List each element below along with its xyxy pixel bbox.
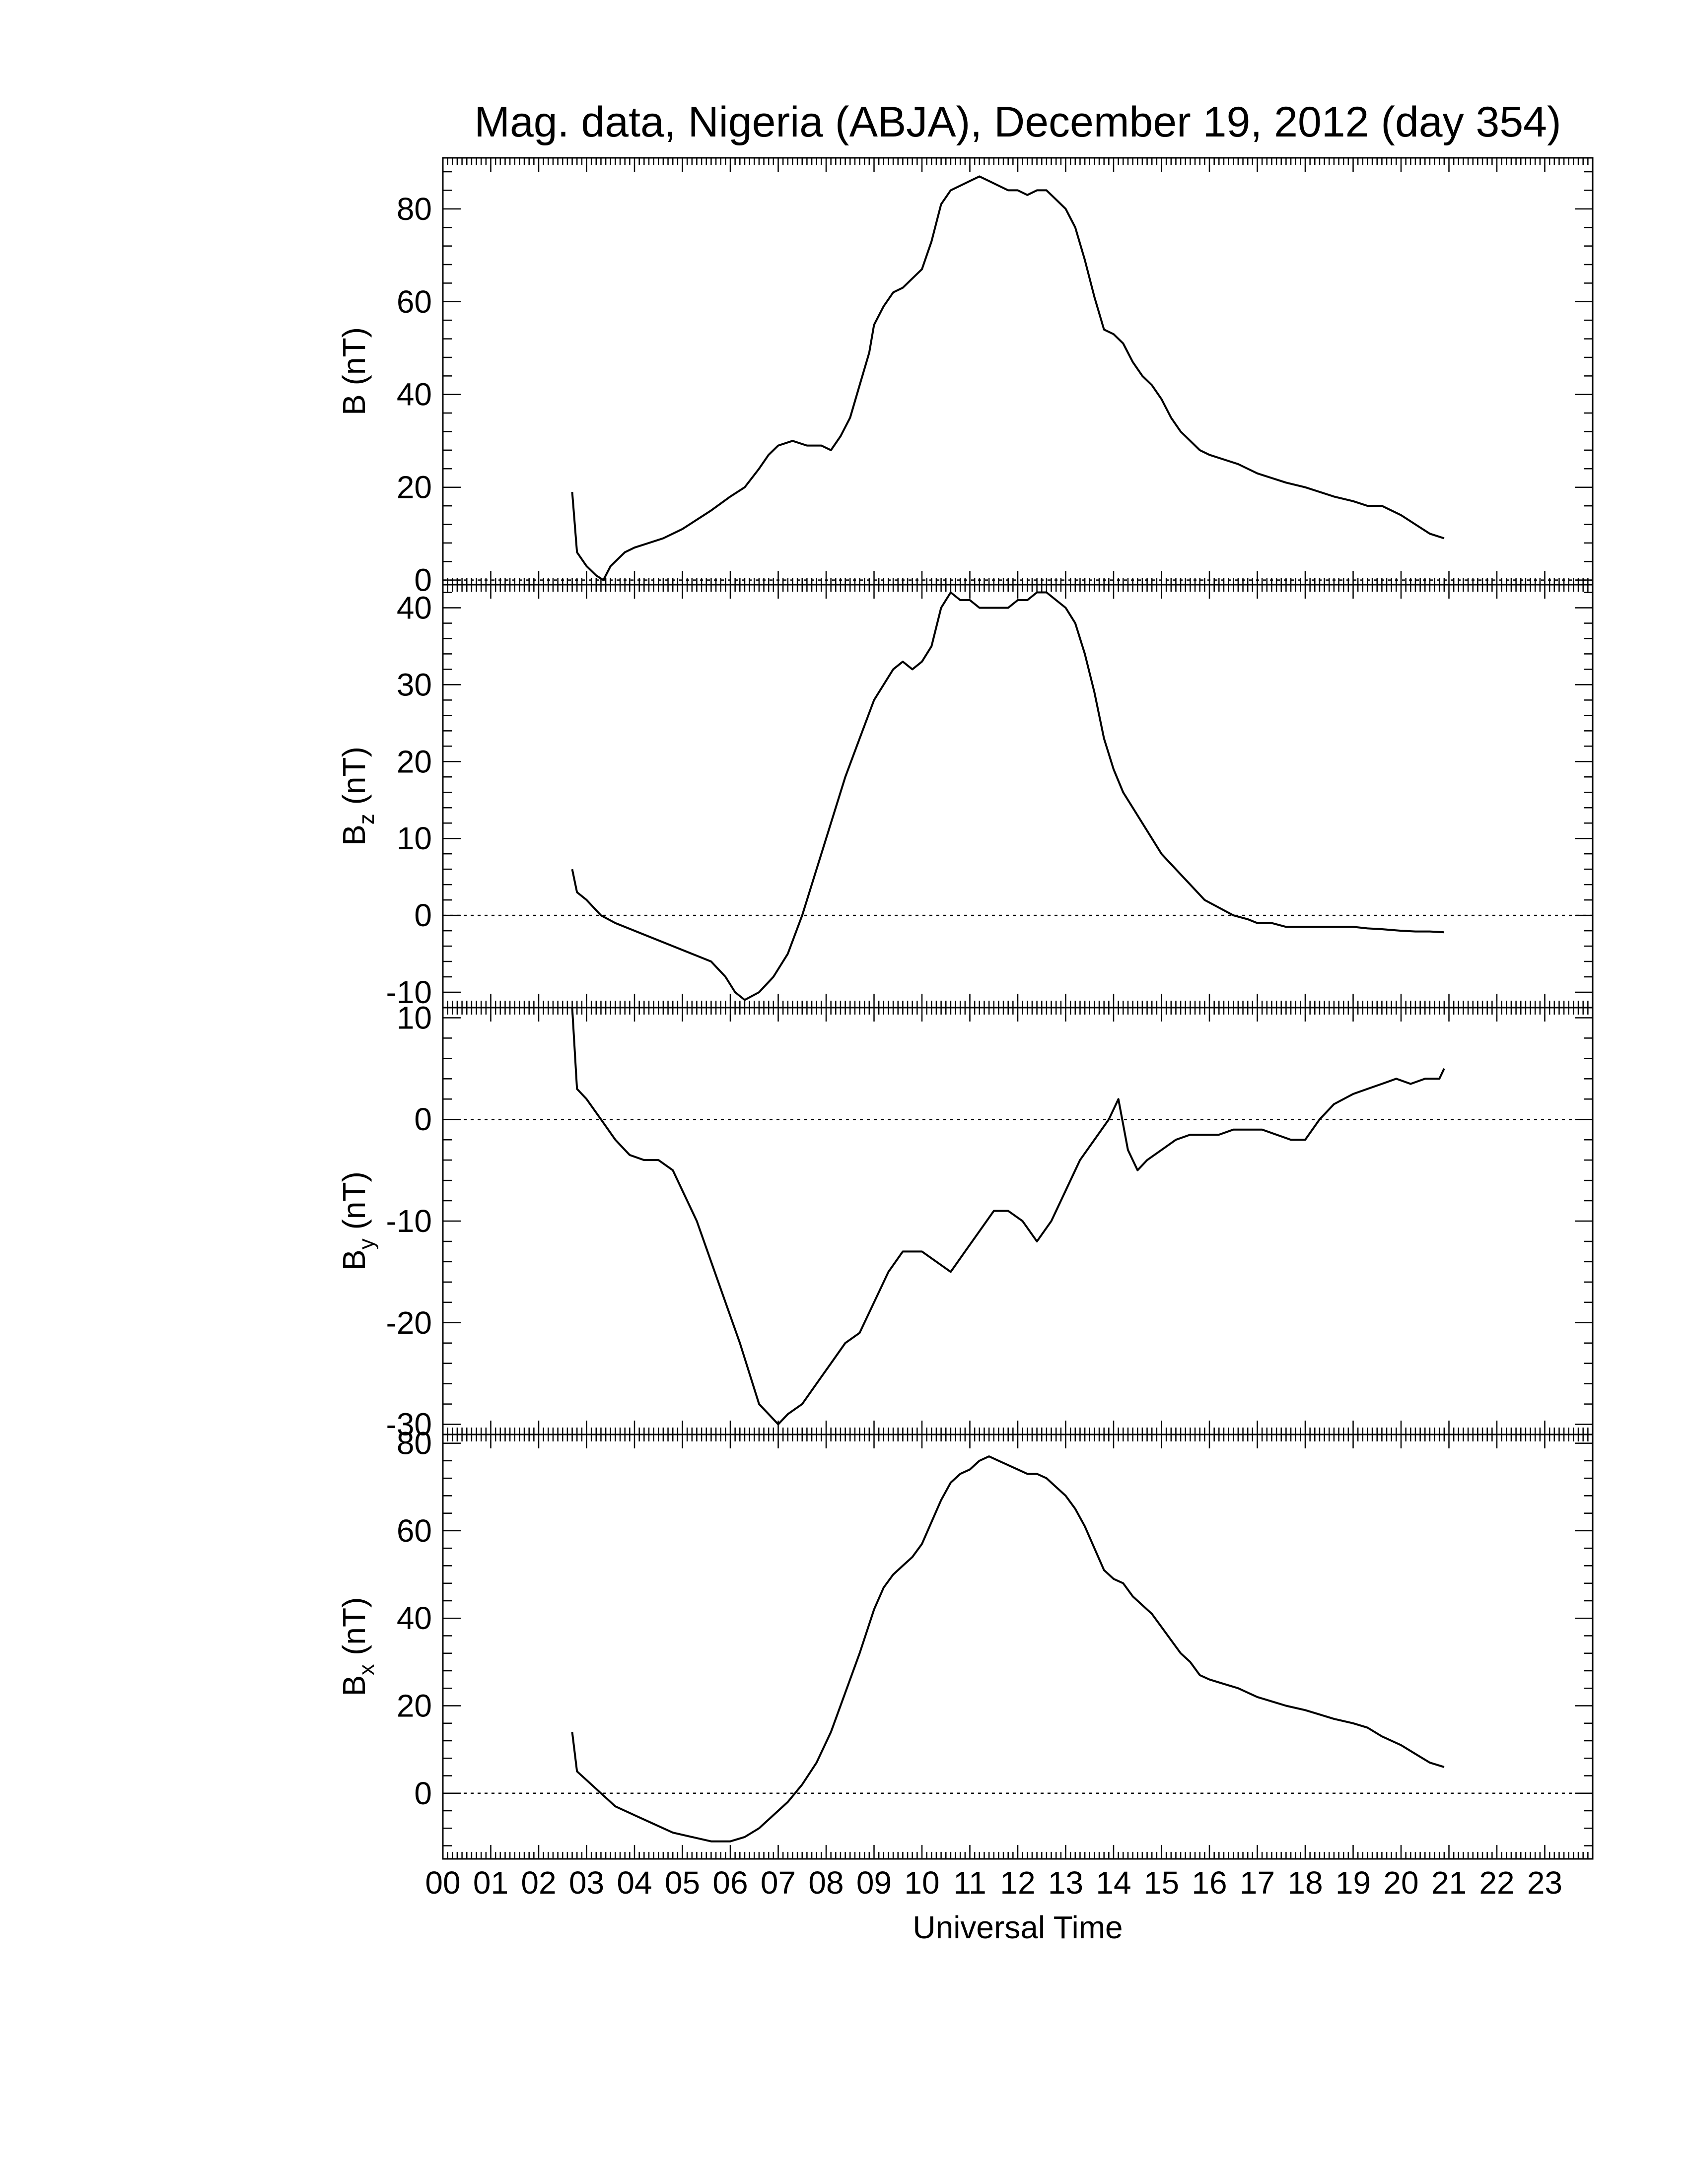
- x-tick-label: 14: [1096, 1865, 1131, 1901]
- y-tick-label: 20: [397, 470, 432, 505]
- x-tick-label: 11: [953, 1865, 986, 1901]
- x-tick-label: 22: [1479, 1865, 1514, 1901]
- x-tick-label: 16: [1192, 1865, 1227, 1901]
- y-tick-label: -30: [386, 1407, 432, 1442]
- x-tick-label: 10: [904, 1865, 939, 1901]
- panel-frame: [442, 584, 1594, 1009]
- y-tick-label: 0: [414, 1101, 432, 1137]
- panel-frame: [442, 1007, 1594, 1435]
- series-line-Bx: [571, 1455, 1445, 1843]
- y-tick-label: -10: [386, 974, 432, 1010]
- x-tick-label: 01: [473, 1865, 508, 1901]
- y-axis-label: By (nT): [336, 1171, 379, 1271]
- x-tick-label: 02: [521, 1865, 556, 1901]
- panel-Bz: -10 0 10 20 30 40 Bz (nT): [336, 584, 1594, 1010]
- y-tick-label: 0: [414, 1775, 432, 1811]
- x-tick-label: 21: [1431, 1865, 1467, 1901]
- y-tick-label: 0: [414, 562, 432, 598]
- x-tick-label: 23: [1527, 1865, 1562, 1901]
- x-tick-label: 05: [665, 1865, 700, 1901]
- y-tick-label: 20: [397, 744, 432, 779]
- x-tick-label: 13: [1048, 1865, 1083, 1901]
- x-tick-label: 15: [1144, 1865, 1179, 1901]
- series-line-B: [571, 175, 1445, 581]
- y-tick-label: 10: [397, 820, 432, 856]
- y-axis-label: Bz (nT): [336, 747, 379, 846]
- panel-B: 0 20 40 60 80 B (nT): [336, 157, 1594, 598]
- panels: 0 20 40 60 80 B (nT) -10 0 10 20 30 40 Bz (nT) -30 -20…: [336, 157, 1594, 1860]
- x-tick-label: 06: [712, 1865, 748, 1901]
- y-tick-label: 60: [397, 284, 432, 320]
- y-tick-label: 40: [397, 1600, 432, 1636]
- x-tick-label: 17: [1240, 1865, 1275, 1901]
- x-tick-label: 09: [856, 1865, 892, 1901]
- y-tick-label: 40: [397, 377, 432, 412]
- x-tick-label: 19: [1336, 1865, 1371, 1901]
- y-tick-label: 80: [397, 1426, 432, 1461]
- y-tick-label: 40: [397, 590, 432, 625]
- x-axis-label: Universal Time: [913, 1910, 1123, 1945]
- x-tick-label: 20: [1383, 1865, 1418, 1901]
- chart-title: Mag. data, Nigeria (ABJA), December 19, …: [474, 98, 1561, 146]
- y-tick-label: 30: [397, 667, 432, 702]
- y-axis-label: B (nT): [336, 327, 372, 415]
- panel-Bx: 0 20 40 60 80 Bx (nT): [336, 1426, 1594, 1860]
- x-tick-label: 07: [761, 1865, 796, 1901]
- x-tick-label: 18: [1287, 1865, 1323, 1901]
- y-tick-label: 10: [397, 1000, 432, 1035]
- x-tick-label: 00: [425, 1865, 460, 1901]
- x-tick-label: 03: [569, 1865, 604, 1901]
- y-tick-label: 60: [397, 1513, 432, 1549]
- y-tick-label: -10: [386, 1203, 432, 1239]
- x-tick-label: 08: [808, 1865, 844, 1901]
- series-line-Bz: [571, 591, 1444, 1001]
- panel-frame: [442, 157, 1594, 586]
- x-tick-label: 04: [617, 1865, 652, 1901]
- y-tick-label: -20: [386, 1305, 432, 1341]
- y-axis-label: Bx (nT): [336, 1597, 379, 1697]
- panel-By: -30 -20 -10 0 10 By (nT): [336, 1000, 1594, 1442]
- panel-frame: [442, 1433, 1594, 1860]
- x-tick-label: 12: [1000, 1865, 1035, 1901]
- x-tick-labels: 00 01 02 03 04 05 06 07 08 09 10 11 12 13 14 15 16 17 18 19…: [425, 1865, 1562, 1901]
- y-tick-label: 80: [397, 191, 432, 227]
- y-tick-label: 20: [397, 1688, 432, 1723]
- y-tick-label: 0: [414, 897, 432, 933]
- series-line-By: [571, 1007, 1445, 1426]
